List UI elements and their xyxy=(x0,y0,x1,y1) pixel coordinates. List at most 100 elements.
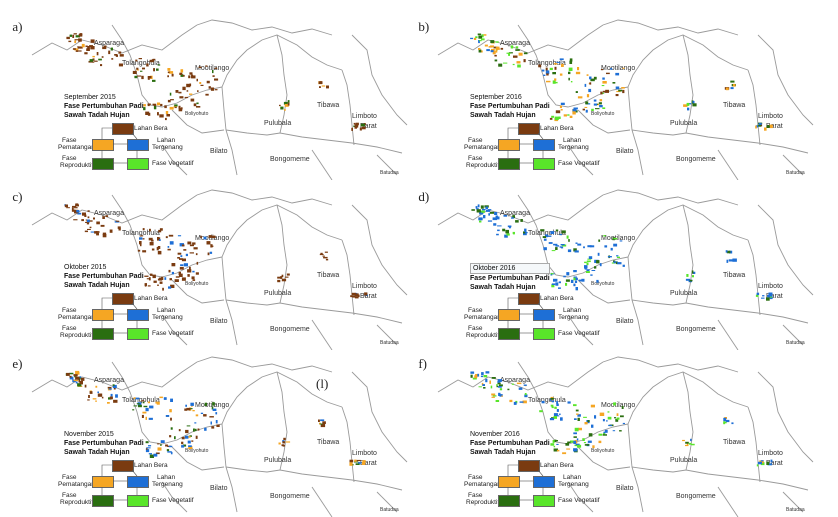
patch-reproductive xyxy=(153,106,157,110)
patch-bare xyxy=(178,105,181,109)
patch-vegetative xyxy=(616,417,620,420)
patch-bare xyxy=(167,248,171,251)
patch-bare xyxy=(186,83,191,88)
patch-bare xyxy=(96,221,100,225)
patch-ripening xyxy=(168,71,174,74)
legend-label-bare: Lahan Bera xyxy=(540,462,574,469)
patch-bare xyxy=(96,52,99,56)
patch-ripening xyxy=(616,413,619,416)
patch-bare xyxy=(210,87,215,91)
patch-ripening xyxy=(156,401,160,405)
patch-reproductive xyxy=(550,397,554,400)
patch-bare xyxy=(150,273,153,276)
patch-bare xyxy=(181,277,186,281)
patch-bare xyxy=(74,210,79,214)
place-tibawa: Tibawa xyxy=(723,272,746,279)
patch-vegetative xyxy=(591,108,594,111)
patch-bare xyxy=(88,220,93,222)
patch-bare xyxy=(65,205,68,207)
place-boliyohuto: Boliyohuto xyxy=(185,111,209,117)
patch-bare xyxy=(160,103,163,107)
patch-flooded xyxy=(475,206,478,208)
patch-flooded xyxy=(587,245,592,248)
patch-flooded xyxy=(729,250,733,254)
patch-reproductive xyxy=(354,461,359,463)
patch-bare xyxy=(153,280,157,283)
patch-flooded xyxy=(503,215,508,217)
patch-flooded xyxy=(556,61,561,63)
patch-ripening xyxy=(602,81,607,84)
place-boliyohuto: Boliyohuto xyxy=(591,281,615,287)
patch-bare xyxy=(181,258,186,262)
patch-bare xyxy=(189,83,192,87)
patch-flooded xyxy=(115,394,118,398)
patch-reproductive xyxy=(497,382,501,385)
patch-flooded xyxy=(483,215,486,219)
patch-bare xyxy=(319,86,321,88)
patch-bare xyxy=(87,228,91,230)
patch-bare xyxy=(147,76,152,79)
patch-flooded xyxy=(615,72,620,76)
patch-reproductive xyxy=(143,405,148,408)
patch-flooded xyxy=(159,239,161,241)
patch-vegetative xyxy=(517,64,521,68)
patch-flooded xyxy=(487,209,492,211)
patch-bare xyxy=(325,258,329,261)
patch-bare xyxy=(149,228,151,232)
patch-vegetative xyxy=(553,416,557,419)
patch-flooded xyxy=(210,421,212,425)
place-batudaa: Batudaa xyxy=(786,170,805,176)
patch-bare xyxy=(114,54,117,56)
legend-swatch-reproductive xyxy=(92,328,114,340)
patch-reproductive xyxy=(602,434,607,436)
patch-flooded xyxy=(495,215,498,219)
place-barat: Barat xyxy=(766,460,783,467)
legend-label-fase2: Fase xyxy=(468,492,483,499)
patch-bare xyxy=(140,235,144,237)
patch-reproductive xyxy=(621,405,624,409)
patch-ripening xyxy=(284,104,289,107)
map-boundaries xyxy=(31,19,408,180)
patch-flooded xyxy=(560,246,564,249)
patch-ripening xyxy=(755,125,757,129)
legend-swatch-ripening xyxy=(92,139,114,151)
patch-flooded xyxy=(549,398,552,401)
patch-flooded xyxy=(567,401,571,404)
legend-swatch-reproductive xyxy=(498,328,520,340)
patch-flooded xyxy=(588,256,593,259)
patch-ripening xyxy=(195,414,199,417)
patch-flooded xyxy=(112,385,117,388)
patch-reproductive xyxy=(523,52,528,55)
patch-ripening xyxy=(562,452,567,455)
patch-flooded xyxy=(545,70,550,74)
patch-flooded xyxy=(589,245,595,248)
patch-flooded xyxy=(594,415,597,419)
patch-ripening xyxy=(584,422,588,425)
legend-label-lahan: Lahan xyxy=(563,307,582,314)
patch-flooded xyxy=(603,431,606,435)
patch-reproductive xyxy=(319,423,323,425)
place-barat: Barat xyxy=(360,293,377,300)
patch-flooded xyxy=(544,234,548,238)
patch-flooded xyxy=(599,263,602,267)
place-barat: Barat xyxy=(360,460,377,467)
patch-reproductive xyxy=(180,74,184,77)
patch-vegetative xyxy=(586,260,591,263)
patch-reproductive xyxy=(211,406,214,410)
patch-flooded xyxy=(482,384,485,386)
patch-reproductive xyxy=(478,49,482,53)
patch-flooded xyxy=(602,77,605,80)
patch-bare xyxy=(326,85,329,89)
patch-flooded xyxy=(555,282,559,286)
patch-bare xyxy=(192,242,196,245)
patch-reproductive xyxy=(766,297,770,301)
map-title-line2: Sawah Tadah Hujan xyxy=(64,449,130,456)
map-title-line1: Fase Pertumbuhan Padi xyxy=(64,440,144,447)
patch-bare xyxy=(182,86,186,91)
patch-vegetative xyxy=(550,404,554,407)
patch-vegetative xyxy=(511,383,514,385)
patch-flooded xyxy=(578,279,582,282)
patch-bare xyxy=(167,71,170,73)
patch-bare xyxy=(148,277,151,281)
place-boliyohuto: Boliyohuto xyxy=(591,448,615,454)
